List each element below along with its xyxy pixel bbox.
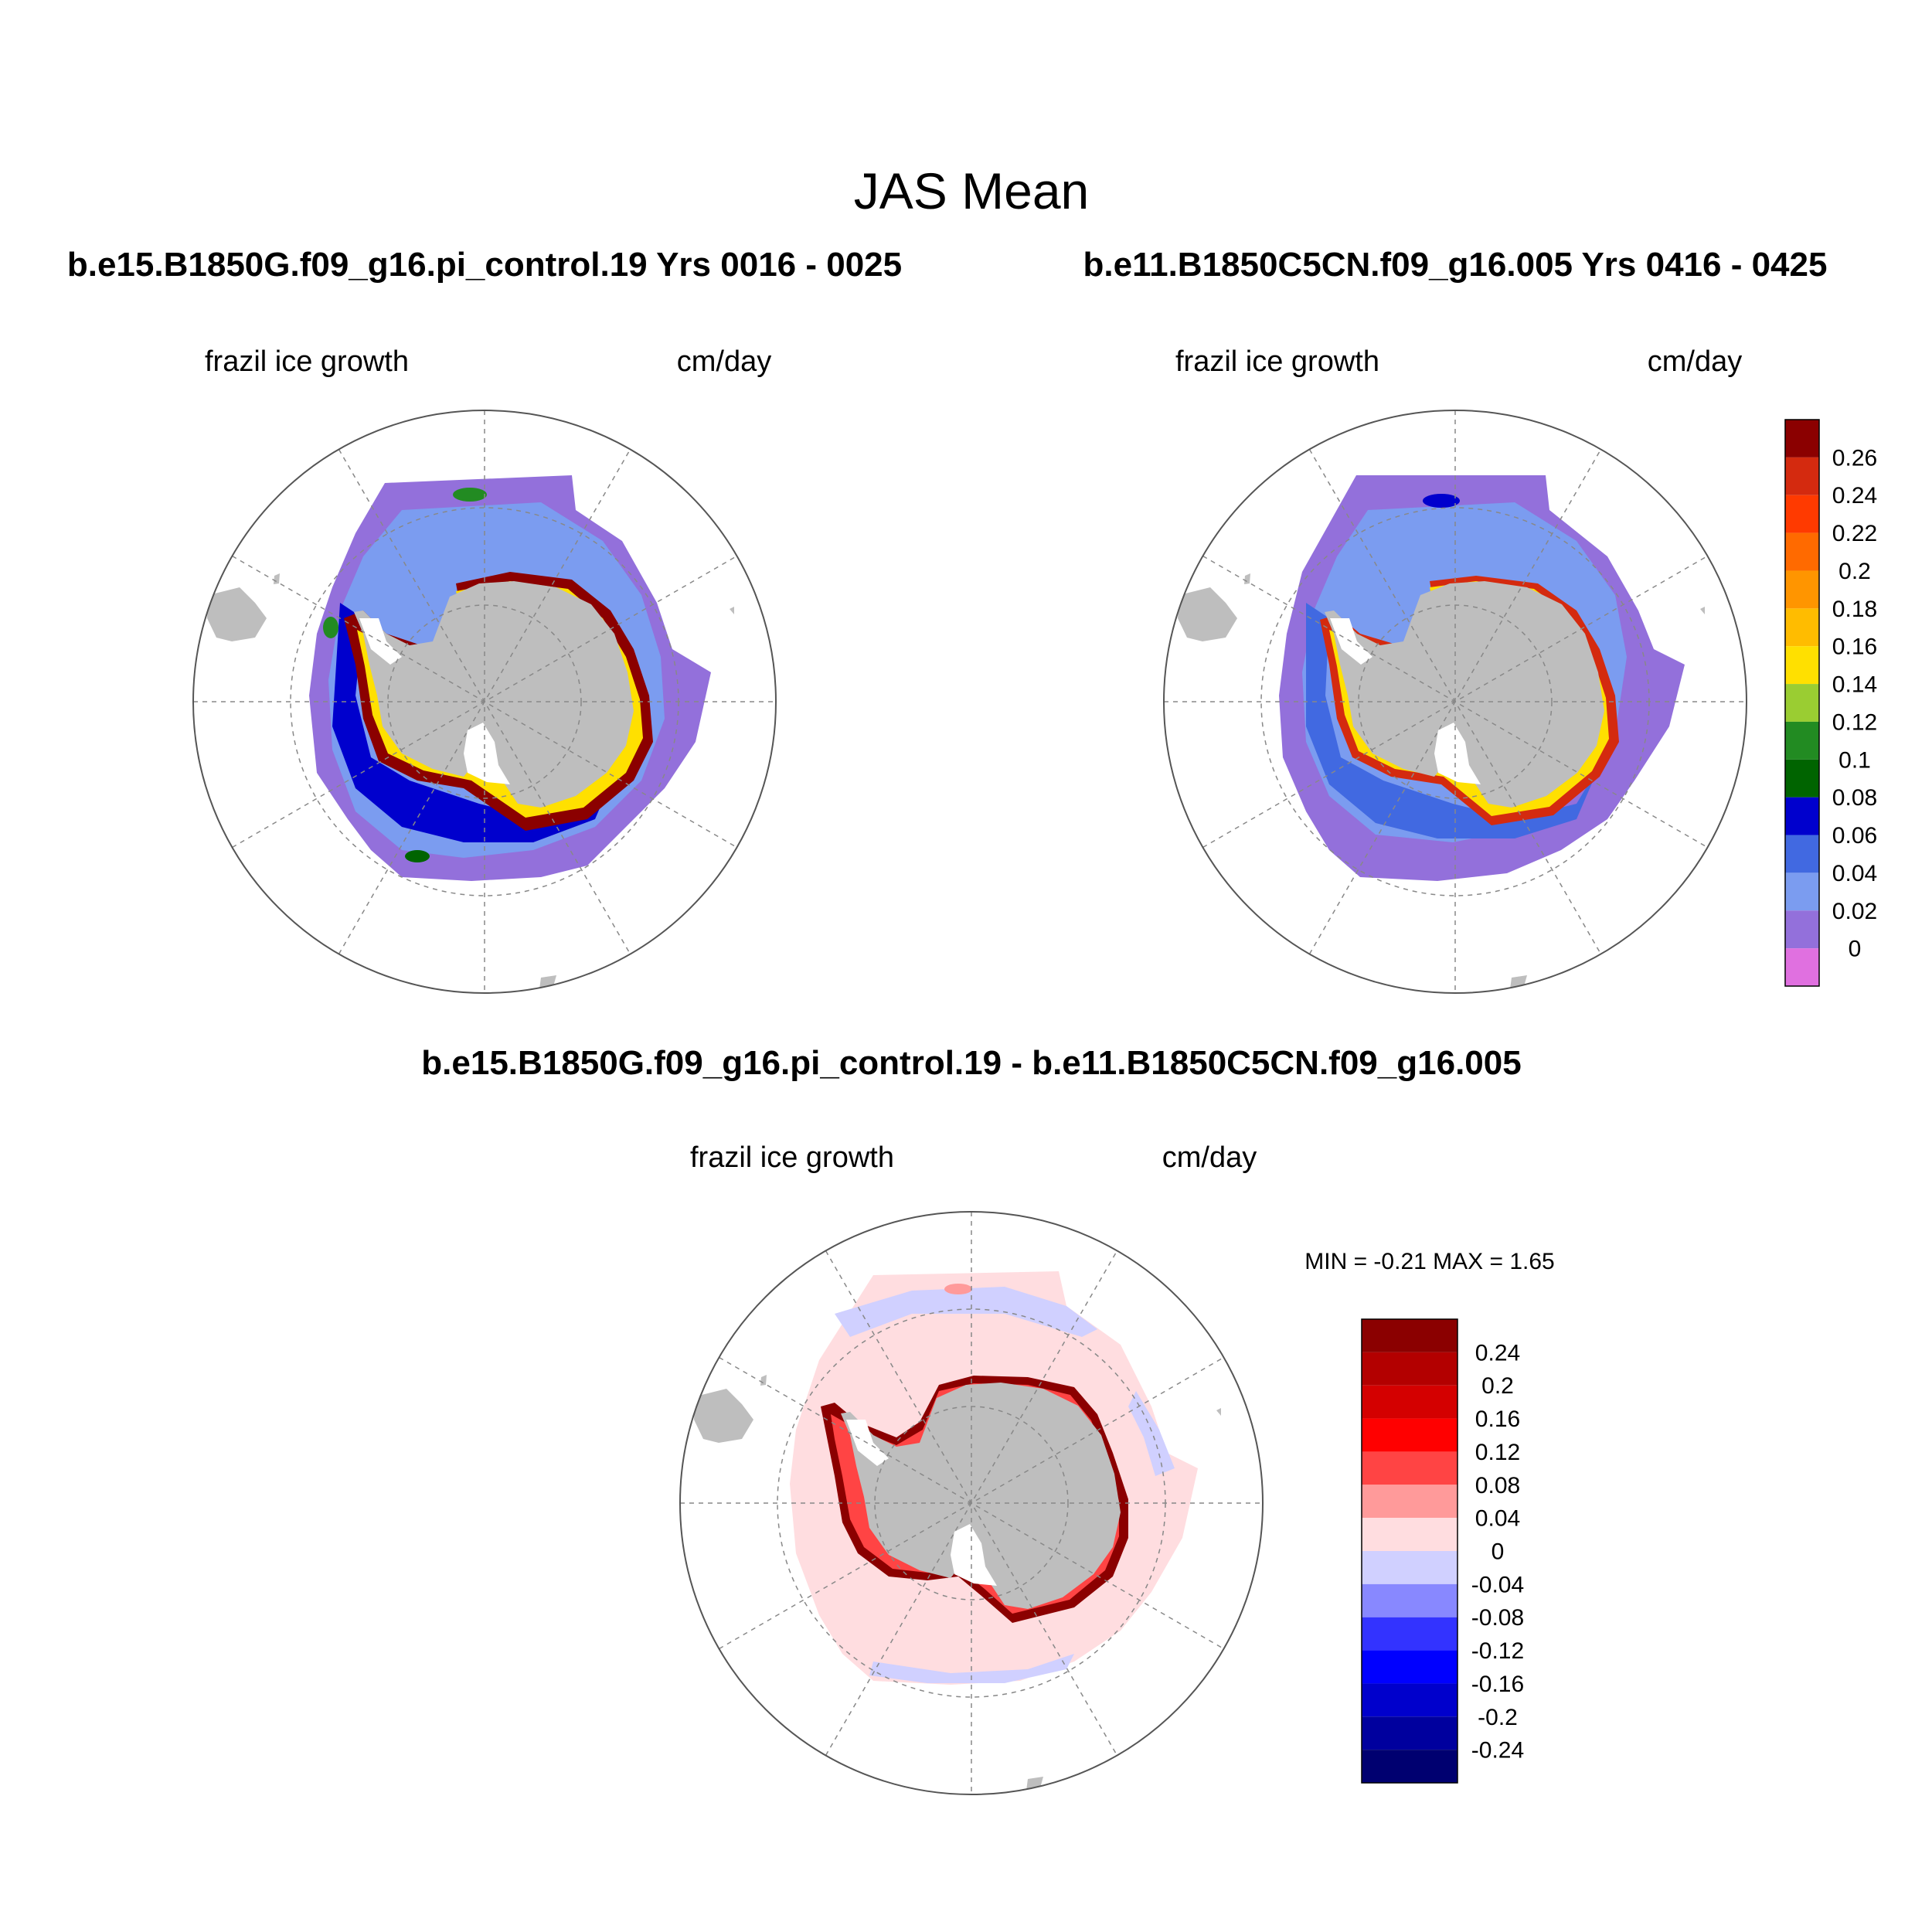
diff-colorbar-swatch	[1362, 1418, 1458, 1452]
diff-colorbar-tick-label: 0.04	[1475, 1506, 1520, 1532]
diff-colorbar-tick-label: 0.12	[1475, 1440, 1520, 1465]
main-colorbar-swatch	[1785, 872, 1819, 911]
main-colorbar-tick-label: 0.16	[1832, 634, 1877, 660]
main-colorbar-tick-label: 0.18	[1832, 597, 1877, 622]
diff-colorbar-tick-label: -0.16	[1471, 1672, 1524, 1697]
diff-colorbar-tick-label: -0.12	[1471, 1638, 1524, 1664]
left-units-label: cm/day	[677, 345, 771, 378]
diff-colorbar-swatch	[1362, 1485, 1458, 1519]
main-colorbar-tick-label: 0.04	[1832, 861, 1877, 886]
main-colorbar-swatch	[1785, 646, 1819, 685]
diff-colorbar-swatch	[1362, 1385, 1458, 1419]
main-colorbar-tick-label: 0.12	[1832, 709, 1877, 735]
main-colorbar-outline	[1784, 419, 1820, 987]
right-map-grid	[1164, 410, 1747, 993]
right-field-dark-blue	[1306, 603, 1600, 838]
diff-colorbar-tick-label: -0.08	[1471, 1605, 1524, 1631]
diff-min-max-stats: MIN = -0.21 MAX = 1.65	[1304, 1249, 1554, 1274]
diff-variable-label: frazil ice growth	[690, 1141, 894, 1174]
diff-map-grid	[680, 1212, 1263, 1794]
left-case-title: b.e15.B1850G.f09_g16.pi_control.19 Yrs 0…	[67, 246, 902, 284]
diff-colorbar-swatch	[1362, 1451, 1458, 1485]
main-colorbar-tick-label: 0.02	[1832, 899, 1877, 924]
left-map-boundary	[192, 410, 777, 994]
diff-colorbar-swatch	[1362, 1319, 1458, 1352]
main-colorbar-tick-label: 0.1	[1838, 747, 1871, 773]
diff-units-label: cm/day	[1162, 1141, 1257, 1174]
main-colorbar-tick-label: 0.26	[1832, 445, 1877, 471]
diff-colorbar-swatch	[1362, 1750, 1458, 1783]
main-colorbar: 0.26 0.24 0.22 0.2 0.18 0.16 0.14 0.12 0.1 0.08 0.…	[1784, 419, 1877, 987]
left-ice-shelf-ross	[464, 723, 510, 784]
main-colorbar-swatch	[1785, 532, 1819, 571]
right-variable-label: frazil ice growth	[1175, 345, 1379, 378]
diff-colorbar-tick-label: 0.24	[1475, 1340, 1520, 1366]
right-polar-map	[1164, 410, 1747, 993]
diff-case-title: b.e15.B1850G.f09_g16.pi_control.19 - b.e…	[421, 1044, 1521, 1082]
diff-field-negative-band-right	[1128, 1391, 1175, 1476]
diff-colorbar-tick-label: 0.16	[1475, 1406, 1520, 1432]
main-colorbar-swatch	[1785, 835, 1819, 873]
left-polar-map	[193, 410, 776, 993]
main-colorbar-swatch	[1785, 721, 1819, 760]
diff-colorbar-swatch	[1362, 1617, 1458, 1651]
right-antarctica-land	[1325, 581, 1604, 808]
left-antarctica-land	[354, 581, 634, 808]
diff-colorbar-swatch	[1362, 1716, 1458, 1750]
left-variable-label: frazil ice growth	[205, 345, 409, 378]
figure-title: JAS Mean	[854, 162, 1089, 219]
main-colorbar-swatch	[1785, 457, 1819, 495]
left-map-grid	[193, 410, 776, 993]
diff-colorbar-swatch	[1362, 1518, 1458, 1551]
main-colorbar-tick-label: 0.06	[1832, 823, 1877, 849]
main-colorbar-swatch	[1785, 759, 1819, 798]
main-colorbar-tick-label: 0.2	[1838, 559, 1871, 584]
diff-colorbar-tick-label: -0.24	[1471, 1738, 1524, 1764]
main-colorbar-swatch	[1785, 797, 1819, 835]
right-units-label: cm/day	[1648, 345, 1742, 378]
main-colorbar-swatch	[1785, 495, 1819, 533]
diff-colorbar: 0.24 0.2 0.16 0.12 0.08 0.04 0 -0.04 -0.08 -0.12 -…	[1361, 1318, 1524, 1784]
left-south-america-land	[207, 587, 267, 641]
diff-colorbar-tick-label: -0.04	[1471, 1572, 1524, 1597]
right-map-boundary	[1163, 410, 1747, 994]
diff-colorbar-swatch	[1362, 1683, 1458, 1717]
right-south-america-land	[1178, 587, 1237, 641]
diff-south-america-land	[694, 1389, 753, 1443]
main-colorbar-swatch	[1785, 420, 1819, 457]
main-colorbar-swatch	[1785, 684, 1819, 722]
main-colorbar-swatch	[1785, 910, 1819, 949]
diff-field-negative-band-bottom	[869, 1654, 1074, 1683]
diff-colorbar-tick-label: -0.2	[1478, 1705, 1518, 1730]
main-colorbar-tick-label: 0.22	[1832, 521, 1877, 546]
diff-colorbar-swatch	[1362, 1352, 1458, 1386]
diff-colorbar-swatch	[1362, 1551, 1458, 1584]
right-case-title: b.e11.B1850C5CN.f09_g16.005 Yrs 0416 - 0…	[1083, 246, 1828, 284]
main-colorbar-tick-label: 0.08	[1832, 785, 1877, 811]
diff-field-negative-band-top	[835, 1287, 1097, 1337]
main-colorbar-tick-label: 0.24	[1832, 483, 1877, 509]
diff-colorbar-swatch	[1362, 1650, 1458, 1684]
left-field-coastal-blue	[332, 603, 618, 842]
diff-colorbar-tick-label: 0.2	[1481, 1373, 1514, 1399]
diff-colorbar-outline	[1361, 1318, 1458, 1784]
main-colorbar-swatch	[1785, 948, 1819, 986]
diff-colorbar-swatch	[1362, 1583, 1458, 1617]
diff-colorbar-tick-label: 0	[1492, 1539, 1505, 1565]
diff-ice-shelf-ross	[951, 1524, 997, 1586]
main-colorbar-swatch	[1785, 570, 1819, 609]
diff-map-boundary	[679, 1211, 1264, 1795]
main-colorbar-swatch	[1785, 608, 1819, 647]
diff-colorbar-tick-label: 0.08	[1475, 1473, 1520, 1498]
diff-antarctica-land	[841, 1383, 1121, 1609]
main-colorbar-tick-label: 0.14	[1832, 672, 1877, 698]
right-ice-shelf-ross	[1434, 723, 1481, 784]
main-colorbar-tick-label: 0	[1849, 937, 1862, 962]
